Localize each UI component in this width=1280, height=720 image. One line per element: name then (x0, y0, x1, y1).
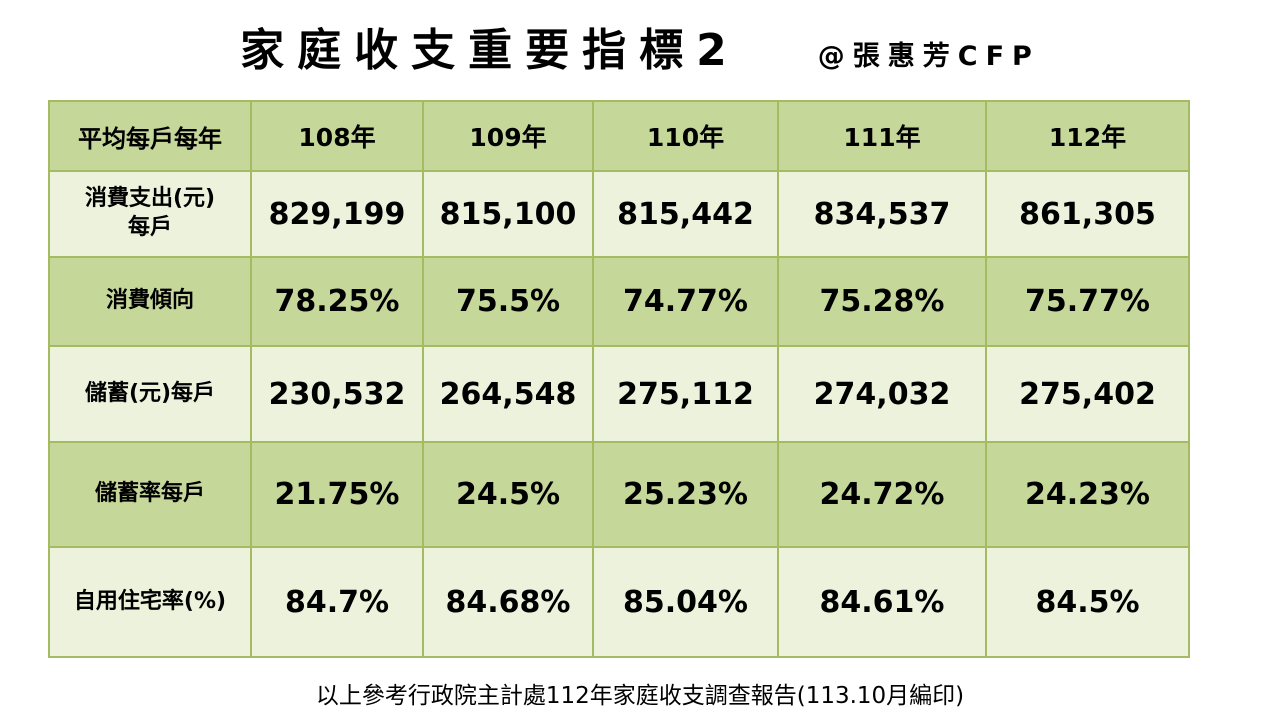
metric-value-cell: 275,112 (592, 345, 779, 443)
metric-value-cell: 24.72% (777, 441, 987, 548)
metric-label-cell: 儲蓄率每戶 (48, 441, 252, 548)
metric-label-cell: 消費傾向 (48, 256, 252, 347)
metric-value-cell: 230,532 (250, 345, 424, 443)
source-note: 以上參考行政院主計處112年家庭收支調查報告(113.10月編印) (315, 683, 965, 709)
table-row-consumption-expenditure: 消費支出(元) 每戶 829,199 815,100 815,442 834,5… (48, 170, 1190, 258)
metric-value-cell: 84.5% (985, 546, 1190, 658)
metric-value-cell: 274,032 (777, 345, 987, 443)
metric-value-cell: 78.25% (250, 256, 424, 347)
metric-value-cell: 275,402 (985, 345, 1190, 443)
metric-value-cell: 264,548 (422, 345, 594, 443)
page-title: 家庭收支重要指標2 (240, 25, 740, 76)
metric-value-cell: 829,199 (250, 170, 424, 258)
table-header-row: 平均每戶每年 108年 109年 110年 111年 112年 (48, 100, 1190, 172)
year-header-cell: 111年 (777, 100, 987, 172)
year-header-cell: 112年 (985, 100, 1190, 172)
metric-label-cell: 消費支出(元) 每戶 (48, 170, 252, 258)
metric-value-cell: 75.5% (422, 256, 594, 347)
metric-value-cell: 24.23% (985, 441, 1190, 548)
corner-header-cell: 平均每戶每年 (48, 100, 252, 172)
year-header-cell: 110年 (592, 100, 779, 172)
metric-value-cell: 861,305 (985, 170, 1190, 258)
metric-value-cell: 84.61% (777, 546, 987, 658)
author-credit: @張惠芳CFP (817, 41, 1040, 72)
table-row-home-ownership-rate: 自用住宅率(%) 84.7% 84.68% 85.04% 84.61% 84.5… (48, 546, 1190, 658)
metric-value-cell: 84.7% (250, 546, 424, 658)
metric-value-cell: 25.23% (592, 441, 779, 548)
indicator-table: 平均每戶每年 108年 109年 110年 111年 112年 消費支出(元) … (48, 100, 1190, 658)
metric-value-cell: 75.77% (985, 256, 1190, 347)
metric-value-cell: 74.77% (592, 256, 779, 347)
year-header-cell: 108年 (250, 100, 424, 172)
table-row-savings: 儲蓄(元)每戶 230,532 264,548 275,112 274,032 … (48, 345, 1190, 443)
metric-value-cell: 815,442 (592, 170, 779, 258)
metric-value-cell: 75.28% (777, 256, 987, 347)
metric-value-cell: 834,537 (777, 170, 987, 258)
metric-value-cell: 815,100 (422, 170, 594, 258)
table-row-consumption-propensity: 消費傾向 78.25% 75.5% 74.77% 75.28% 75.77% (48, 256, 1190, 347)
metric-value-cell: 84.68% (422, 546, 594, 658)
metric-value-cell: 24.5% (422, 441, 594, 548)
metric-value-cell: 85.04% (592, 546, 779, 658)
year-header-cell: 109年 (422, 100, 594, 172)
table-row-savings-rate: 儲蓄率每戶 21.75% 24.5% 25.23% 24.72% 24.23% (48, 441, 1190, 548)
slide-header: 家庭收支重要指標2 @張惠芳CFP (0, 14, 1280, 78)
metric-label-cell: 儲蓄(元)每戶 (48, 345, 252, 443)
metric-label-cell: 自用住宅率(%) (48, 546, 252, 658)
metric-value-cell: 21.75% (250, 441, 424, 548)
